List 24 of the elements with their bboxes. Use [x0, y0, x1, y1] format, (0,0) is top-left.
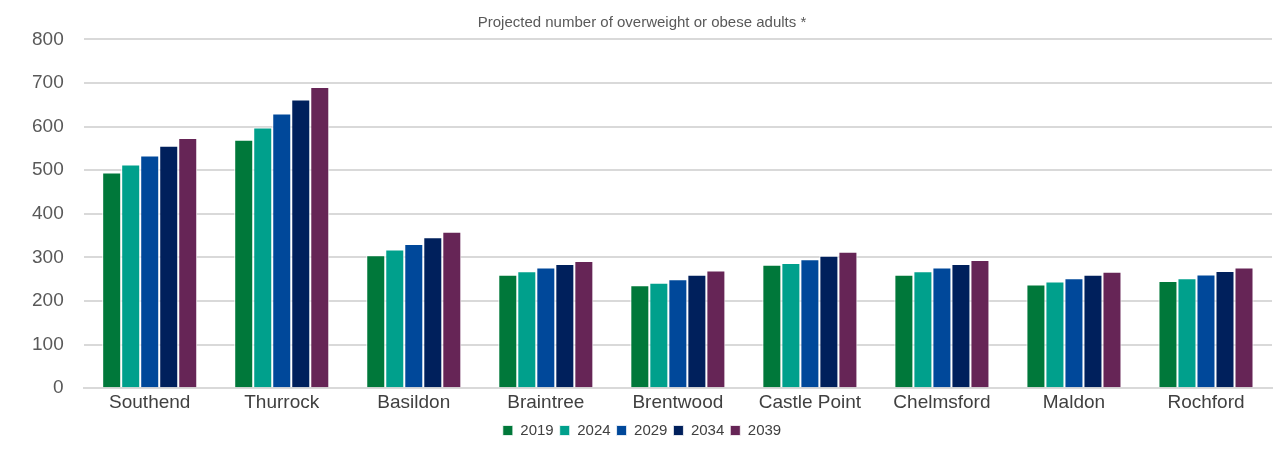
y-tick-label: 800 [32, 27, 64, 49]
y-tick-label: 700 [32, 71, 64, 93]
y-tick-label: 200 [32, 289, 64, 311]
x-tick-label: Basildon [377, 390, 451, 412]
x-tick-label: Chelmsford [893, 390, 991, 412]
x-tick-label: Brentwood [632, 390, 724, 412]
legend-label: 2029 [634, 420, 668, 438]
y-tick-label: 0 [53, 376, 64, 398]
x-tick-label: Southend [109, 390, 191, 412]
x-tick-label: Rochford [1167, 390, 1245, 412]
legend-label: 2034 [690, 420, 725, 438]
x-tick-label: Castle Point [758, 390, 862, 412]
x-tick-label: Maldon [1042, 390, 1106, 412]
chart-title: Projected number of overweight or obese adults * [477, 12, 807, 30]
legend-label: 2039 [747, 420, 782, 438]
y-tick-label: 100 [32, 332, 64, 354]
y-tick-label: 500 [32, 158, 64, 180]
y-tick-label: 300 [32, 245, 64, 267]
y-tick-label: 600 [32, 114, 64, 136]
legend-label: 2019 [520, 420, 554, 438]
x-tick-label: Braintree [507, 390, 585, 412]
x-tick-label: Thurrock [244, 390, 320, 412]
legend-label: 2024 [577, 420, 611, 438]
y-tick-label: 400 [32, 202, 64, 224]
